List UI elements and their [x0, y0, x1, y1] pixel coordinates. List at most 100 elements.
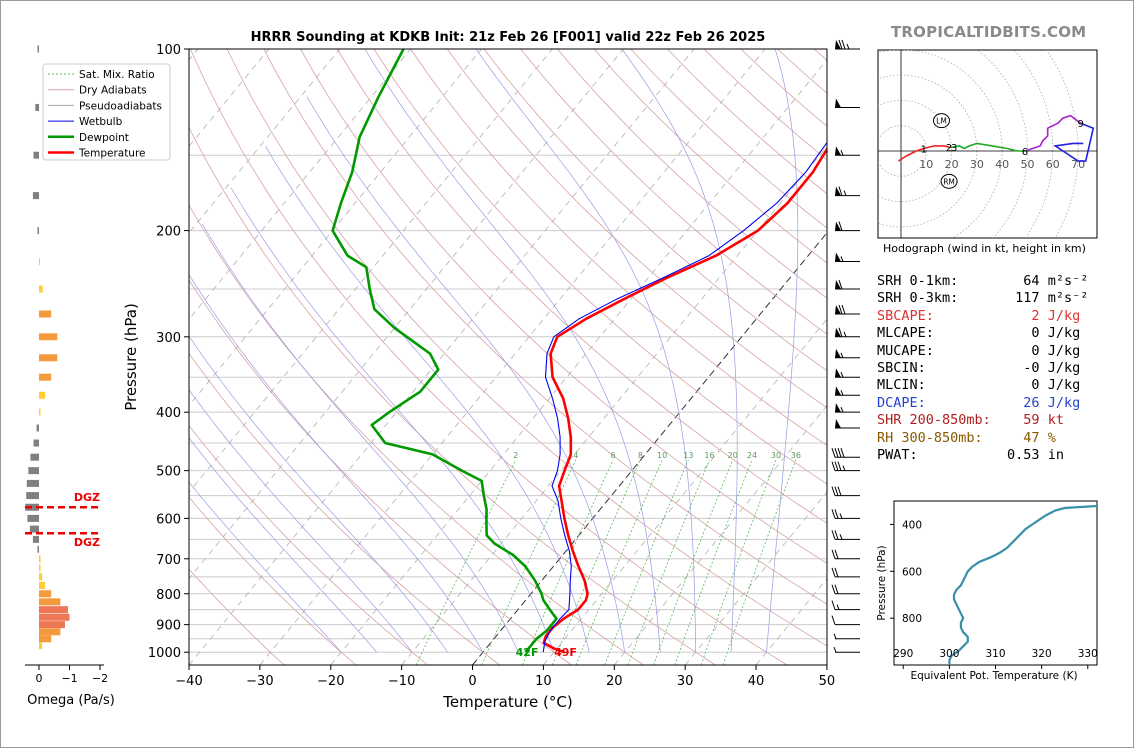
barb-flag	[834, 461, 839, 471]
y-tick-label: 600	[156, 512, 181, 527]
omega-bar	[26, 492, 39, 500]
omega-bar	[37, 45, 39, 53]
omega-bar	[36, 424, 39, 432]
x-tick-label: −40	[175, 674, 202, 689]
index-label: MLCAPE:	[877, 325, 999, 342]
barb-half	[840, 256, 844, 262]
y-tick-label: 1000	[148, 646, 181, 661]
omega-bar	[39, 310, 52, 318]
dry-adiabat	[410, 49, 827, 446]
barb-flag	[834, 448, 839, 458]
hodograph-frame	[877, 49, 1098, 239]
dry-adiabat	[189, 568, 285, 665]
barb-flag	[838, 304, 843, 315]
omega-bar	[39, 373, 52, 381]
y-tick-label: 200	[156, 225, 181, 240]
wetbulb-line	[542, 141, 827, 653]
mixing-ratio-line	[604, 459, 689, 665]
storm-motion-label: LM	[936, 117, 947, 126]
wind-barb	[831, 461, 860, 472]
index-unit: J/kg	[1047, 307, 1081, 324]
x-tick-label: −10	[388, 674, 415, 689]
barb-pennant	[835, 40, 841, 49]
legend-entry: Dewpoint	[79, 132, 129, 144]
legend: Sat. Mix. Ratio Dry Adiabats Pseudoadiabat…	[42, 63, 171, 161]
wind-barb	[831, 448, 860, 458]
omega-bar	[27, 514, 39, 522]
mixing-ratio-label: 10	[657, 451, 667, 460]
barb-half	[836, 604, 840, 610]
barb-half	[839, 513, 843, 519]
mixing-ratio-label: 30	[771, 451, 781, 460]
index-value: 0	[998, 342, 1048, 359]
x-tick-label: 30	[677, 674, 694, 689]
omega-bar	[39, 573, 43, 581]
theta-e-xtick-label: 330	[1078, 648, 1098, 660]
wind-barbs	[831, 39, 860, 653]
wind-barb	[831, 509, 860, 519]
barb-flag	[838, 39, 843, 50]
barb-pennant	[835, 403, 841, 413]
index-row: DCAPE: 26 J/kg	[877, 395, 1088, 412]
index-row: SBCIN: -0 J/kg	[877, 360, 1088, 377]
index-row: SHR 200-850mb: 59 kt	[877, 412, 1088, 429]
hodograph-plot: 10 20 30 40 50 60 70 LM RM 1 23 6 9	[877, 49, 1098, 239]
omega-tick-label: −2	[92, 672, 108, 685]
surface-temperature-label: 49F	[554, 646, 577, 659]
barb-flag	[831, 509, 836, 519]
dry-adiabat	[189, 126, 716, 665]
omega-bar	[32, 535, 39, 543]
isotherm	[543, 318, 827, 665]
barb-pennant	[835, 146, 841, 156]
omega-bar	[39, 621, 65, 629]
theta-e-xtick-label: 300	[939, 648, 959, 660]
barb-pennant	[835, 221, 841, 231]
index-row: MLCAPE: 0 J/kg	[877, 325, 1088, 342]
wind-barb	[831, 530, 860, 540]
hodograph-ring-label: 60	[1046, 158, 1060, 171]
barb-pennant	[835, 386, 841, 396]
pseudoadiabat	[475, 49, 696, 653]
hodograph-segment	[898, 145, 950, 162]
dry-adiabat	[336, 49, 827, 524]
omega-bar	[32, 192, 39, 200]
wind-barb	[835, 304, 860, 315]
theta-e-inner	[948, 504, 1097, 665]
omega-bar	[39, 606, 68, 614]
omega-bar	[26, 479, 39, 487]
barb-half	[833, 647, 837, 653]
pseudoadiabat	[364, 49, 661, 653]
index-value: 117	[998, 290, 1048, 307]
omega-bar	[39, 408, 41, 416]
barb-flag	[837, 461, 842, 471]
hodograph-ring-label: 20	[945, 158, 959, 171]
mixing-ratio-label: 16	[704, 451, 714, 460]
hodograph-height-label: 1	[921, 144, 927, 155]
omega-axis-label: Omega (Pa/s)	[27, 693, 115, 708]
index-value: 0	[998, 325, 1048, 342]
dry-adiabat	[446, 49, 827, 409]
index-label: MUCAPE:	[877, 342, 999, 359]
pseudoadiabat	[265, 146, 590, 653]
barb-flag	[831, 461, 836, 471]
dry-adiabat	[263, 49, 827, 605]
omega-bar	[39, 598, 61, 606]
barb-half	[840, 390, 844, 396]
omega-bar	[39, 333, 58, 341]
barb-half	[840, 352, 844, 358]
dewpoint-line	[331, 49, 558, 654]
barb-flag	[838, 221, 843, 231]
omega-bar	[37, 227, 39, 235]
dry-adiabat	[226, 49, 827, 647]
omega-bar	[25, 503, 39, 511]
barb-flag	[831, 567, 836, 578]
omega-bar	[39, 642, 43, 650]
y-tick-label: 700	[156, 553, 181, 568]
mixing-ratio-lines: 2 4 6 8 10 13 16 20 24 30 36	[415, 451, 801, 665]
pseudoadiabat	[306, 96, 626, 653]
isotherm	[189, 49, 411, 320]
isotherm	[330, 59, 827, 665]
omega-bar	[39, 391, 46, 399]
barb-half	[843, 331, 847, 337]
mixing-ratio-line	[653, 459, 734, 665]
